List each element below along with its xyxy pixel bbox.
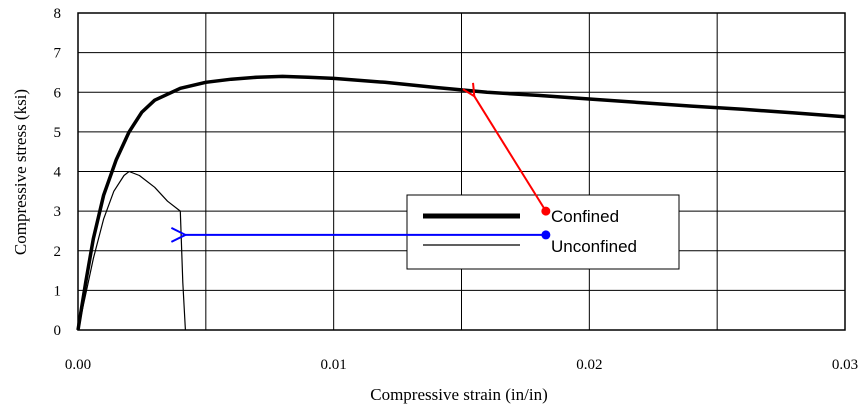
- y-tick-label: 6: [54, 85, 62, 101]
- y-tick-label: 5: [54, 125, 62, 141]
- annotation-dot-unconfined: [541, 230, 551, 240]
- annotation-arrow-confined: [474, 96, 547, 212]
- annotation-dot-confined: [541, 206, 551, 216]
- x-axis-label: Compressive strain (in/in): [370, 385, 548, 404]
- y-tick-label: 8: [54, 6, 62, 22]
- x-tick-label: 0.01: [321, 357, 347, 373]
- series-line-confined: [76, 74, 846, 331]
- y-tick-labels: 0 1 2 3 4 5 6 7 8: [54, 6, 62, 339]
- annotations: [185, 96, 551, 240]
- y-tick-label: 4: [54, 165, 62, 181]
- y-tick-label: 2: [54, 244, 62, 260]
- series-line-unconfined: [77, 170, 186, 331]
- x-tick-label: 0.02: [576, 357, 602, 373]
- y-tick-label: 3: [54, 204, 62, 220]
- grid: [77, 12, 846, 331]
- plot-frame: [77, 12, 846, 331]
- series-lines: [76, 74, 846, 331]
- legend-label-confined: Confined: [551, 207, 619, 226]
- x-tick-label: 0.03: [832, 357, 858, 373]
- x-tick-label: 0.00: [65, 357, 91, 373]
- legend-label-unconfined: Unconfined: [551, 237, 637, 256]
- y-tick-label: 1: [54, 283, 62, 299]
- y-axis-label: Compressive stress (ksi): [11, 89, 30, 255]
- x-tick-labels: 0.00 0.01 0.02 0.03: [65, 357, 858, 373]
- y-tick-label: 0: [54, 323, 62, 339]
- y-tick-label: 7: [54, 46, 62, 62]
